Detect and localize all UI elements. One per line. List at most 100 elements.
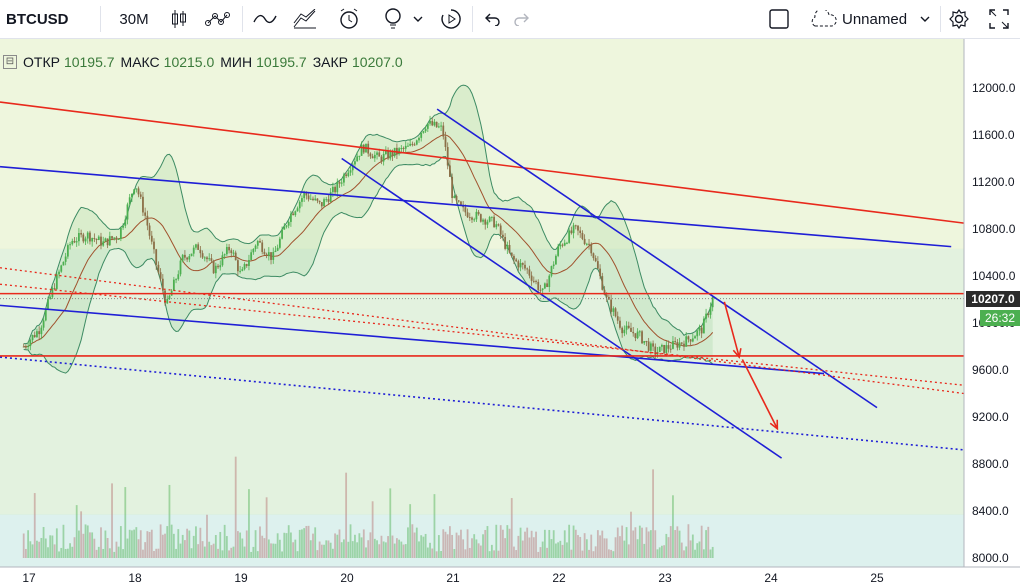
- candle-body: [184, 254, 186, 258]
- candle-body: [451, 176, 454, 199]
- volume-bar: [449, 526, 451, 558]
- candle-body: [614, 308, 617, 317]
- candle-body: [384, 150, 387, 154]
- candle-body: [649, 343, 652, 351]
- volume-bar: [360, 537, 363, 558]
- volume-bar: [594, 546, 597, 558]
- candle-body: [705, 313, 707, 319]
- volume-bar: [605, 538, 608, 558]
- idea-icon[interactable]: [378, 0, 408, 38]
- chevron-down-icon[interactable]: [410, 0, 426, 38]
- candle-body: [696, 330, 699, 337]
- volume-bar: [146, 531, 149, 558]
- volume-bar: [391, 535, 394, 558]
- candle-body: [627, 325, 630, 328]
- volume-bar: [161, 534, 164, 558]
- volume-bar: [358, 533, 361, 558]
- volume-bar: [203, 546, 206, 558]
- candle-body: [625, 325, 628, 330]
- volume-bar: [219, 531, 222, 558]
- top-toolbar: BTCUSD 30M Unnamed: [0, 0, 1020, 39]
- volume-bar: [437, 535, 440, 558]
- interval-button[interactable]: 30M: [119, 10, 149, 28]
- volume-bar: [702, 549, 705, 558]
- candle-body: [117, 238, 120, 240]
- undo-icon[interactable]: [480, 0, 504, 38]
- volume-bar: [241, 538, 244, 558]
- upper-zone: [0, 39, 964, 249]
- volume-bar: [265, 497, 268, 558]
- indicators-icon[interactable]: [202, 0, 232, 38]
- candle-body: [232, 252, 235, 254]
- candle-body: [687, 336, 690, 340]
- redo-icon[interactable]: [510, 0, 534, 38]
- candle-body: [437, 126, 440, 128]
- volume-bar: [672, 495, 674, 558]
- dotted-line-blue: [0, 356, 965, 451]
- volume-bar: [504, 538, 507, 558]
- volume-bar: [150, 529, 153, 558]
- volume-bar: [596, 530, 599, 558]
- candle-body: [272, 252, 275, 260]
- candle-body: [431, 120, 434, 126]
- volume-bar: [281, 551, 283, 558]
- candle-body: [210, 258, 213, 261]
- volume-bar: [287, 525, 290, 558]
- candle-body: [124, 219, 127, 226]
- volume-bar: [197, 544, 200, 558]
- candle-body: [623, 329, 626, 334]
- alert-icon[interactable]: [334, 0, 364, 38]
- chevron-down-icon[interactable]: [916, 0, 934, 38]
- candle-body: [519, 263, 522, 268]
- candle-body: [303, 192, 306, 199]
- volume-bar: [206, 514, 208, 558]
- candle-body: [292, 213, 295, 216]
- volume-bar: [320, 544, 323, 558]
- volume-bar: [497, 550, 500, 558]
- volume-bar: [78, 530, 80, 558]
- volume-bar: [296, 551, 299, 558]
- candles-icon[interactable]: [166, 0, 192, 38]
- price-chart[interactable]: 12000.011600.011200.010800.010400.010000…: [0, 39, 1020, 588]
- candle-body: [583, 238, 586, 244]
- fullscreen-icon[interactable]: [986, 0, 1012, 38]
- chart-style-icon[interactable]: [290, 0, 320, 38]
- candle-body: [513, 256, 515, 260]
- candle-body: [139, 194, 142, 197]
- layout-square-icon[interactable]: [766, 0, 792, 38]
- volume-bar: [82, 533, 85, 558]
- candle-body: [360, 144, 363, 156]
- volume-bar: [524, 531, 526, 558]
- compare-icon[interactable]: [250, 0, 280, 38]
- volume-bar: [572, 525, 575, 558]
- layout-name[interactable]: Unnamed: [842, 10, 908, 28]
- bollinger-basis: [23, 134, 714, 348]
- volume-bar: [506, 525, 509, 558]
- volume-bar: [354, 534, 356, 558]
- replay-icon[interactable]: [436, 0, 466, 38]
- price-tick-label: 9600.0: [972, 363, 1009, 377]
- volume-bar: [685, 546, 688, 558]
- volume-bar: [550, 539, 553, 558]
- symbol-search[interactable]: BTCUSD: [6, 10, 69, 28]
- candle-body: [347, 172, 350, 177]
- volume-bar: [404, 544, 407, 558]
- volume-bar: [674, 530, 677, 558]
- candle-body: [274, 250, 277, 253]
- volume-bar: [687, 524, 690, 558]
- candle-body: [234, 252, 237, 261]
- volume-bar: [625, 527, 628, 558]
- cloud-icon[interactable]: [806, 0, 840, 38]
- volume-bar: [676, 526, 679, 558]
- candle-body: [561, 244, 564, 246]
- volume-bar: [654, 530, 657, 558]
- settings-icon[interactable]: [946, 0, 972, 38]
- candle-body: [391, 151, 394, 157]
- volume-bar: [365, 547, 367, 558]
- candle-body: [621, 327, 624, 334]
- candle-body: [493, 216, 495, 228]
- candle-body: [672, 341, 674, 349]
- volume-bar: [429, 542, 431, 558]
- volume-bar: [351, 541, 354, 558]
- collapse-legend-icon[interactable]: ⊟: [3, 55, 17, 69]
